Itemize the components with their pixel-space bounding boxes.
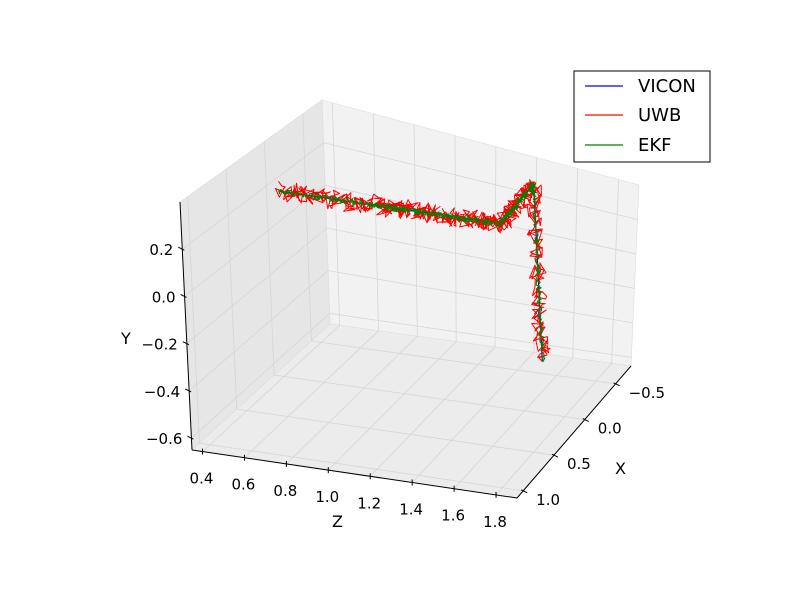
- z-axis-label: Z: [332, 512, 343, 531]
- x-tick-label: −0.5: [629, 384, 665, 402]
- gridline-x-wall: [302, 113, 312, 342]
- axis-ticks: 0.4 0.6 0.8 1.0 1.2 1.4 1.6 1.8 −0.6 −0.4 −0.2 0.0 0…: [141, 241, 665, 531]
- y-tick-label: −0.6: [146, 430, 182, 448]
- z-tick-label: 1.2: [357, 494, 381, 512]
- gridline-z: [453, 168, 579, 489]
- axis-lines: [179, 201, 632, 499]
- z-tick-label: 0.4: [190, 470, 214, 488]
- legend-label-ekf: EKF: [638, 135, 672, 156]
- gridline-x-floor: [199, 442, 524, 492]
- z-tick-label: 1.8: [483, 513, 507, 531]
- data-series: [274, 179, 551, 363]
- z-tick-label: 1.4: [399, 501, 423, 519]
- x-tick-label: 0.5: [567, 455, 591, 473]
- pane-backgrounds: [179, 99, 640, 499]
- x-tick-label: 0.0: [598, 420, 622, 438]
- gridline-z: [202, 102, 341, 452]
- x-tick-label: 1.0: [536, 491, 560, 509]
- y-tick: [182, 341, 190, 346]
- y-axis-line: [179, 201, 193, 451]
- x-axis-line: [516, 365, 632, 499]
- z-tick-label: 1.0: [315, 488, 339, 506]
- y-tick-label: −0.4: [144, 383, 180, 401]
- y-tick: [187, 435, 194, 440]
- y-tick: [178, 246, 185, 251]
- y-tick: [184, 388, 192, 393]
- z-axis-line: [191, 449, 518, 499]
- y-tick-label: 0.0: [152, 288, 176, 306]
- gridline-x-floor: [273, 374, 585, 420]
- gridline-z: [286, 124, 418, 465]
- gridline-x-wall: [264, 141, 275, 376]
- gridline-y: [188, 270, 633, 392]
- gridline-x-floor: [311, 340, 616, 385]
- x-tick: [520, 489, 528, 494]
- gridline-z: [369, 146, 497, 477]
- gridline-z: [328, 135, 457, 471]
- legend: VICON UWB EKF: [573, 70, 711, 163]
- x-tick: [582, 418, 590, 422]
- y-tick-label: −0.2: [141, 336, 177, 354]
- gridline-x-wall: [225, 168, 238, 410]
- x-axis-label: X: [615, 459, 626, 478]
- y-axis-label: Y: [120, 329, 131, 348]
- gridline-y: [186, 227, 635, 345]
- x-tick: [613, 382, 620, 387]
- gridline-y: [191, 312, 632, 439]
- z-tick-label: 0.8: [273, 482, 297, 500]
- z-tick-label: 1.6: [441, 507, 465, 525]
- series-line-uwb: [274, 179, 551, 362]
- y-tick-label: 0.2: [149, 241, 173, 259]
- gridline-x-wall: [187, 196, 200, 444]
- gridline-z: [495, 179, 619, 496]
- legend-label-vicon: VICON: [638, 76, 696, 97]
- series-line-ekf: [278, 182, 546, 363]
- z-tick-label: 0.6: [231, 476, 255, 494]
- y-tick: [180, 294, 187, 298]
- x-tick: [551, 453, 559, 458]
- gridline-x-floor: [236, 408, 555, 456]
- legend-label-uwb: UWB: [638, 105, 681, 126]
- gridline-z: [244, 113, 379, 459]
